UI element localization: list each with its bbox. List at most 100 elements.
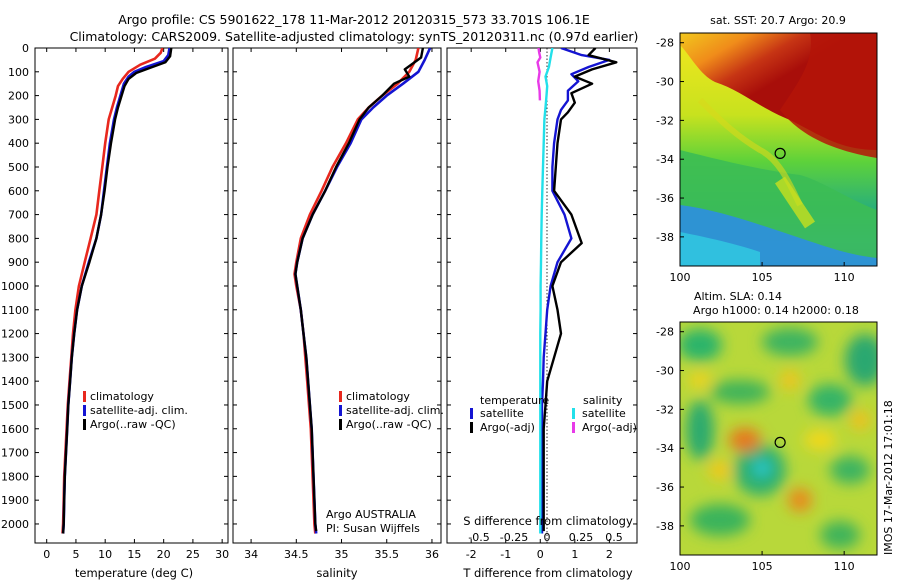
legend-label: satellite-adj. clim. [90, 404, 188, 417]
salinity-x-label: salinity [316, 566, 357, 580]
top-tick-label: 0.5 [605, 531, 623, 544]
temperature-x-label: temperature (deg C) [75, 566, 193, 580]
map-x-tick-label: 110 [834, 560, 855, 573]
figure-title-line1: Argo profile: CS 5901622_178 11-Mar-2012… [118, 12, 590, 27]
salinity-lines [293, 48, 432, 534]
map-y-tick-label: -38 [656, 231, 674, 244]
legend-group-title: salinity [583, 394, 623, 407]
map-x-tick-label: 105 [752, 560, 773, 573]
depth-tick-label: 1400 [1, 375, 29, 388]
x-tick-label: 34.5 [284, 548, 309, 561]
x-tick-label: -2 [466, 548, 477, 561]
depth-tick-label: 1100 [1, 304, 29, 317]
map-y-tick-label: -34 [656, 442, 674, 455]
sla-map-title: Altim. SLA: 0.14 [694, 290, 782, 303]
depth-tick-label: 1000 [1, 280, 29, 293]
legend-label: Argo(-adj) [480, 421, 535, 434]
difference-top-label: S difference from climatology [463, 514, 633, 528]
legend-swatch [572, 408, 575, 419]
legend-label: climatology [90, 390, 154, 403]
legend-swatch [470, 422, 473, 433]
x-tick-label: 5 [72, 548, 79, 561]
imos-timestamp: IMOS 17-Mar-2012 17:01:18 [882, 400, 895, 555]
legend-swatch [83, 419, 86, 430]
legend-swatch [83, 391, 86, 402]
map-y-tick-label: -34 [656, 153, 674, 166]
map-x-tick-label: 105 [752, 271, 773, 284]
map-x-tick-label: 100 [670, 271, 691, 284]
map-y-tick-label: -28 [656, 37, 674, 50]
map-y-tick-label: -28 [656, 326, 674, 339]
temperature-x-ticks: 0 5 10 15 20 25 30 [43, 48, 229, 561]
top-tick-label: -0.25 [500, 531, 528, 544]
depth-tick-label: 100 [8, 66, 29, 79]
depth-tick-label: 1900 [1, 494, 29, 507]
legend-label: satellite [480, 407, 524, 420]
map-y-tick-label: -32 [656, 114, 674, 127]
sla-map-frame [679, 321, 878, 556]
diff-series-line [540, 48, 611, 534]
x-tick-label: 0 [537, 548, 544, 561]
depth-tick-label: 1600 [1, 423, 29, 436]
depth-tick-label: 1500 [1, 399, 29, 412]
depth-tick-label: 1800 [1, 470, 29, 483]
map-y-tick-label: -30 [656, 365, 674, 378]
figure-title-line2: Climatology: CARS2009. Satellite-adjuste… [70, 29, 639, 44]
depth-tick-label: 700 [8, 209, 29, 222]
depth-tick-label: 0 [22, 42, 29, 55]
legend-swatch [83, 405, 86, 416]
sla-map-ticks: 100 105 110 -28 -30 -32 -34 -36 -38 [656, 326, 855, 573]
map-y-tick-label: -32 [656, 403, 674, 416]
depth-tick-label: 300 [8, 113, 29, 126]
x-tick-label: 35 [335, 548, 349, 561]
legend-group-title: temperature [480, 394, 549, 407]
depth-tick-label: 200 [8, 90, 29, 103]
legend-swatch [572, 422, 575, 433]
x-tick-label: 30 [215, 548, 229, 561]
depth-axis: 0 100 200 300 400 500 600 700 800 900 1000 1100 1200… [1, 42, 637, 531]
legend-label: satellite [582, 407, 626, 420]
diff-series-line [539, 48, 554, 534]
depth-tick-label: 1300 [1, 351, 29, 364]
difference-panel-frame [446, 47, 638, 544]
legend-swatch [470, 408, 473, 419]
sst-map-ticks: 100 105 110 -28 -30 -32 -34 -36 -38 [656, 37, 855, 284]
map-x-tick-label: 110 [834, 271, 855, 284]
x-tick-label: 25 [186, 548, 200, 561]
x-tick-label: 10 [98, 548, 112, 561]
legend-swatch [339, 391, 342, 402]
sla-map-subtitle: Argo h1000: 0.14 h2000: 0.18 [693, 304, 859, 317]
sst-map-title: sat. SST: 20.7 Argo: 20.9 [710, 14, 846, 27]
sla-map [680, 322, 877, 555]
sal-series-line [294, 48, 432, 534]
depth-tick-label: 900 [8, 256, 29, 269]
legend-label: satellite-adj. clim. [346, 404, 444, 417]
x-tick-label: 1 [571, 548, 578, 561]
legend-swatch [339, 419, 342, 430]
legend-label: Argo(..raw -QC) [346, 418, 432, 431]
sst-map-frame [679, 32, 878, 267]
temp-series-line [61, 48, 173, 534]
temperature-panel-frame [34, 47, 229, 544]
difference-legend: temperaturesatelliteArgo(-adj)salinitysa… [470, 394, 637, 434]
difference-lines [536, 48, 618, 534]
depth-tick-label: 500 [8, 161, 29, 174]
map-y-tick-label: -38 [656, 520, 674, 533]
depth-tick-label: 600 [8, 185, 29, 198]
x-tick-label: 35.5 [374, 548, 399, 561]
map-y-tick-label: -36 [656, 481, 674, 494]
legend-label: Argo(..raw -QC) [90, 418, 176, 431]
top-tick-label: 0 [544, 531, 551, 544]
temperature-lines [61, 48, 173, 534]
difference-x-ticks: -2 -1 0 1 2 [466, 48, 613, 561]
x-tick-label: 2 [606, 548, 613, 561]
x-tick-label: 20 [157, 548, 171, 561]
x-tick-label: 34 [244, 548, 258, 561]
x-tick-label: -1 [500, 548, 511, 561]
diff-series-line [542, 48, 618, 532]
diff-series-line [536, 48, 542, 101]
sst-argo-marker [774, 147, 786, 159]
